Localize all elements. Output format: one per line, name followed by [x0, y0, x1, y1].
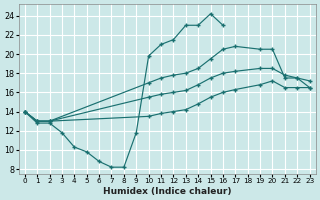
X-axis label: Humidex (Indice chaleur): Humidex (Indice chaleur) — [103, 187, 231, 196]
